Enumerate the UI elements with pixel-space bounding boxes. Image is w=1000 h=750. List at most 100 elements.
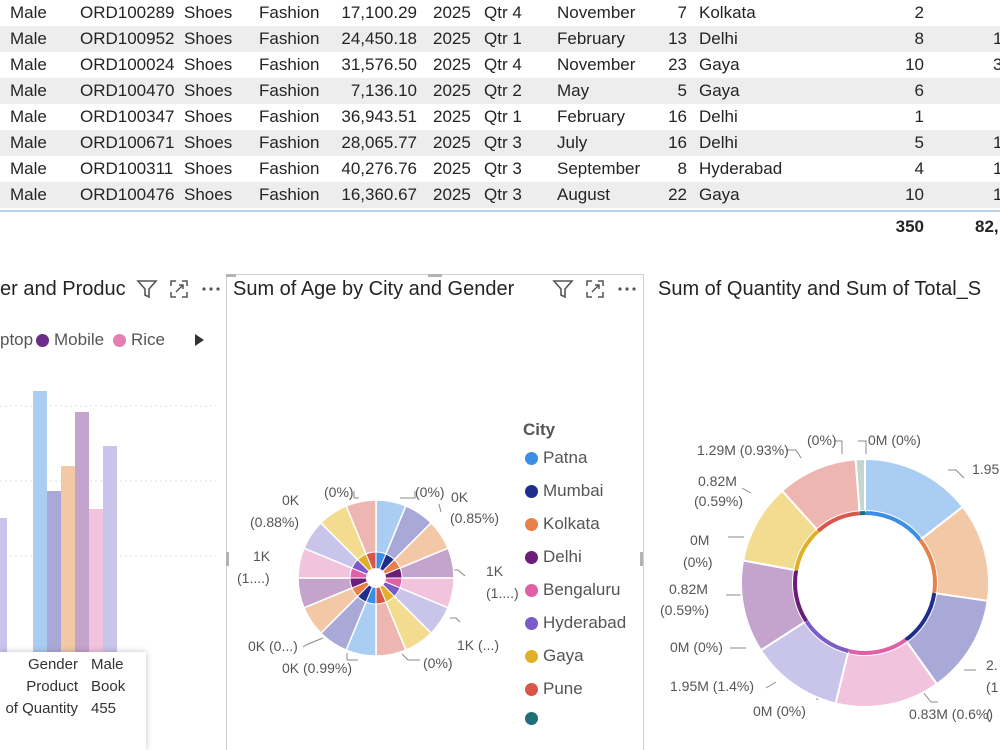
- cell-order-id: ORD100024: [80, 55, 175, 74]
- legend-item-laptop[interactable]: ptop: [0, 330, 33, 350]
- legend-item-bengaluru[interactable]: Bengaluru: [525, 580, 621, 600]
- cell-month: May: [557, 81, 590, 100]
- legend-item-patna[interactable]: Patna: [525, 448, 587, 468]
- legend-item-gaya[interactable]: Gaya: [525, 646, 584, 666]
- cell-quantity: 6: [914, 81, 924, 100]
- pie-data-label: 1K: [486, 563, 504, 579]
- resize-handle[interactable]: [226, 274, 236, 277]
- cell-total-sales: 36,943.51: [341, 107, 417, 126]
- cell-category: Fashion: [259, 55, 320, 74]
- donut-data-label: 0.83M (0.6%): [909, 706, 994, 722]
- table-row[interactable]: Male ORD100289 Shoes Fashion 17,100.29 2025 Qt…: [0, 0, 1000, 26]
- legend-dot: [525, 550, 538, 564]
- cell-quarter: Qtr 4: [484, 3, 522, 22]
- table-totals-row: 350 82,: [0, 214, 1000, 240]
- table-row[interactable]: Male ORD100347 Shoes Fashion 36,943.51 2025 Qt…: [0, 104, 1000, 130]
- table-row[interactable]: Male ORD100671 Shoes Fashion 28,065.77 2025 Qt…: [0, 130, 1000, 156]
- focus-mode-icon[interactable]: [584, 278, 606, 300]
- resize-handle[interactable]: [640, 552, 643, 566]
- cell-month: February: [557, 29, 626, 48]
- legend-item-rice[interactable]: Rice: [113, 330, 165, 350]
- tooltip-value: 455: [91, 700, 117, 717]
- legend-item-kolkata[interactable]: Kolkata: [525, 514, 600, 534]
- cell-day: 7: [677, 3, 687, 22]
- cell-year: 2025: [433, 81, 471, 100]
- table-row[interactable]: Male ORD100476 Shoes Fashion 16,360.67 2025 Qt…: [0, 182, 1000, 208]
- cell-day: 13: [668, 29, 687, 48]
- visual-pie-chart[interactable]: Sum of Age by City and Gender (0%) (0%): [228, 272, 642, 750]
- donut-plot: [726, 440, 990, 708]
- cell-city: Delhi: [699, 29, 738, 48]
- column-bar[interactable]: [0, 518, 7, 750]
- cell-extra: 1: [993, 159, 1000, 178]
- pie-data-label: 0K (0...): [248, 638, 298, 654]
- tooltip-key: Gender: [27, 656, 78, 673]
- pie-data-label: (0.88%): [250, 514, 300, 530]
- cell-city: Gaya: [699, 185, 740, 204]
- donut-data-label: 1.95: [972, 461, 1000, 477]
- table-row[interactable]: Male ORD100470 Shoes Fashion 7,136.10 2025 Qtr…: [0, 78, 1000, 104]
- cell-day: 16: [668, 107, 687, 126]
- donut-inner-band: [859, 511, 865, 516]
- pie-data-label: (0%): [324, 484, 354, 500]
- filter-icon[interactable]: [552, 278, 574, 300]
- cell-category: Fashion: [259, 29, 320, 48]
- cell-quarter: Qtr 4: [484, 55, 522, 74]
- table-row[interactable]: Male ORD100024 Shoes Fashion 31,576.50 2025 Qt…: [0, 52, 1000, 78]
- cell-product: Shoes: [184, 159, 233, 178]
- tooltip-value: Book: [91, 678, 126, 695]
- legend-title: City: [523, 420, 556, 439]
- legend-item-hyderabad[interactable]: Hyderabad: [525, 613, 626, 633]
- cell-order-id: ORD100470: [80, 81, 175, 100]
- visual1-title: er and Produc: [0, 278, 126, 300]
- legend-label: Kolkata: [543, 514, 600, 533]
- cell-day: 22: [668, 185, 687, 204]
- cell-city: Gaya: [699, 55, 740, 74]
- table-row[interactable]: Male ORD100311 Shoes Fashion 40,276.76 2025 Qt…: [0, 156, 1000, 182]
- cell-quarter: Qtr 1: [484, 107, 522, 126]
- cell-total-sales: 24,450.18: [341, 29, 417, 48]
- legend-item-mobile[interactable]: Mobile: [36, 330, 104, 350]
- cell-month: February: [557, 107, 626, 126]
- donut-data-label: (1: [986, 679, 999, 695]
- legend-dot: [525, 682, 538, 696]
- legend-item-delhi[interactable]: Delhi: [525, 547, 582, 567]
- cell-total-sales: 17,100.29: [341, 3, 417, 22]
- legend-item-mumbai[interactable]: Mumbai: [525, 481, 603, 501]
- legend-item-pune[interactable]: Pune: [525, 679, 583, 699]
- resize-handle[interactable]: [226, 552, 229, 566]
- more-options-icon[interactable]: [616, 278, 638, 300]
- data-table: Male ORD100289 Shoes Fashion 17,100.29 2025 Qt…: [0, 0, 1000, 212]
- visual-donut-chart[interactable]: Sum of Quantity and Sum of Total_S (0%) …: [646, 272, 1000, 750]
- donut-data-label: 0M: [690, 532, 710, 548]
- cell-product: Shoes: [184, 133, 233, 152]
- cell-quantity: 10: [905, 185, 924, 204]
- legend-item-other[interactable]: [525, 712, 543, 725]
- cell-gender: Male: [10, 107, 47, 126]
- cell-category: Fashion: [259, 107, 320, 126]
- pie-data-label: (1....): [237, 570, 270, 586]
- cell-category: Fashion: [259, 133, 320, 152]
- focus-mode-icon[interactable]: [168, 278, 190, 300]
- triangle-right-icon[interactable]: [193, 333, 205, 352]
- cell-year: 2025: [433, 133, 471, 152]
- cell-order-id: ORD100671: [80, 133, 175, 152]
- pie-data-label: 0K (0.99%): [282, 660, 353, 676]
- cell-gender: Male: [10, 159, 47, 178]
- cell-product: Shoes: [184, 81, 233, 100]
- pie-data-label: 0K: [451, 489, 469, 505]
- cell-year: 2025: [433, 107, 471, 126]
- pie-data-label: (0%): [415, 484, 445, 500]
- cell-extra: 1: [993, 185, 1000, 204]
- legend-dot: [36, 333, 49, 347]
- resize-handle[interactable]: [428, 274, 442, 277]
- filter-icon[interactable]: [136, 278, 158, 300]
- more-options-icon[interactable]: [200, 278, 222, 300]
- tooltip-key: of Quantity: [5, 700, 78, 717]
- table-row[interactable]: Male ORD100952 Shoes Fashion 24,450.18 2025 Qt…: [0, 26, 1000, 52]
- pie-data-label: (0%): [423, 655, 453, 671]
- cell-total-sales: 40,276.76: [341, 159, 417, 178]
- cell-city: Kolkata: [699, 3, 756, 22]
- legend-label: ptop: [0, 330, 34, 349]
- cell-day: 8: [677, 159, 687, 178]
